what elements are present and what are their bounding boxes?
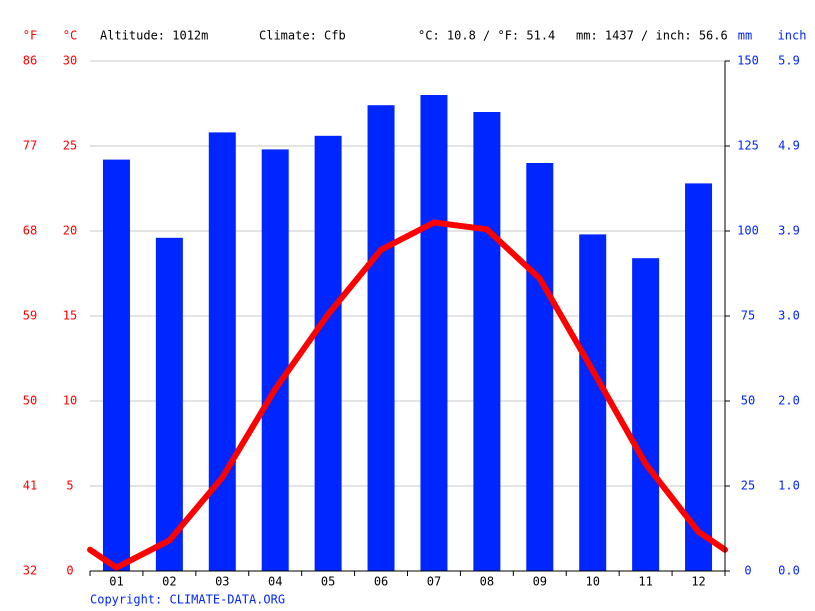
- yf-tick-label: 77: [23, 139, 37, 153]
- yf-tick-label: 68: [23, 224, 37, 238]
- y3-tick-label: 0.0: [778, 564, 800, 578]
- y3-tick-label: 4.9: [778, 138, 800, 152]
- y3-tick-label: 1.0: [778, 478, 800, 492]
- y-tick-label: 25: [63, 139, 77, 153]
- copyright: Copyright: CLIMATE-DATA.ORG: [90, 593, 285, 607]
- bar: [420, 95, 448, 571]
- yf-tick-label: 86: [23, 54, 37, 68]
- bar: [473, 112, 501, 571]
- yf-tick-label: 41: [23, 479, 37, 493]
- y3-tick-label: 2.0: [778, 394, 800, 408]
- x-tick-label: 02: [162, 575, 176, 589]
- x-tick-label: 05: [321, 575, 335, 589]
- y2-tick-label: 0: [744, 564, 751, 578]
- y2-tick-label: 25: [741, 479, 755, 493]
- y2-tick-label: 75: [741, 309, 755, 323]
- line-wrap: [695, 528, 728, 553]
- bar: [155, 237, 183, 572]
- bar: [208, 132, 236, 571]
- yf-tick-label: 50: [23, 394, 37, 408]
- y3-tick-label: 3.0: [778, 308, 800, 322]
- y-tick-label: 10: [63, 394, 77, 408]
- x-tick-label: 06: [374, 575, 388, 589]
- yf-tick-label: 32: [23, 564, 37, 578]
- altitude: Altitude: 1012m: [100, 29, 208, 43]
- y-tick-label: 30: [63, 54, 77, 68]
- x-tick-label: 12: [691, 575, 705, 589]
- line-wrap: [87, 546, 120, 571]
- bar: [685, 183, 713, 571]
- x-tick-label: 09: [533, 575, 547, 589]
- bar: [367, 105, 395, 571]
- x-tick-label: 11: [638, 575, 652, 589]
- inch-axis-label: inch: [778, 29, 807, 43]
- bar: [526, 163, 554, 571]
- x-tick-label: 04: [268, 575, 282, 589]
- y2-tick-label: 100: [737, 224, 759, 238]
- y3-tick-label: 3.9: [778, 224, 800, 238]
- bar: [579, 234, 607, 571]
- celsius-axis-label: °C: [63, 29, 77, 43]
- fahrenheit-axis-label: °F: [23, 29, 37, 43]
- yf-tick-label: 59: [23, 309, 37, 323]
- y2-tick-label: 50: [741, 394, 755, 408]
- y-tick-label: 5: [66, 479, 73, 493]
- x-tick-label: 10: [585, 575, 599, 589]
- bar: [314, 135, 342, 572]
- temperature-summary: °C: 10.8 / °F: 51.4: [418, 29, 555, 43]
- y-tick-label: 15: [63, 309, 77, 323]
- x-tick-label: 01: [109, 575, 123, 589]
- y2-tick-label: 125: [737, 139, 759, 153]
- climate: Climate: Cfb: [259, 29, 346, 43]
- y-tick-label: 20: [63, 224, 77, 238]
- precipitation-summary: mm: 1437 / inch: 56.6: [576, 29, 728, 43]
- x-tick-label: 08: [480, 575, 494, 589]
- bar: [632, 258, 660, 571]
- mm-axis-label: mm: [738, 29, 752, 43]
- y-tick-label: 0: [66, 564, 73, 578]
- x-tick-label: 07: [427, 575, 441, 589]
- bar: [102, 159, 130, 571]
- bar: [261, 149, 289, 571]
- temperature-line: [115, 219, 701, 571]
- y2-tick-label: 150: [737, 54, 759, 68]
- x-tick-label: 03: [215, 575, 229, 589]
- y3-tick-label: 5.9: [778, 54, 800, 68]
